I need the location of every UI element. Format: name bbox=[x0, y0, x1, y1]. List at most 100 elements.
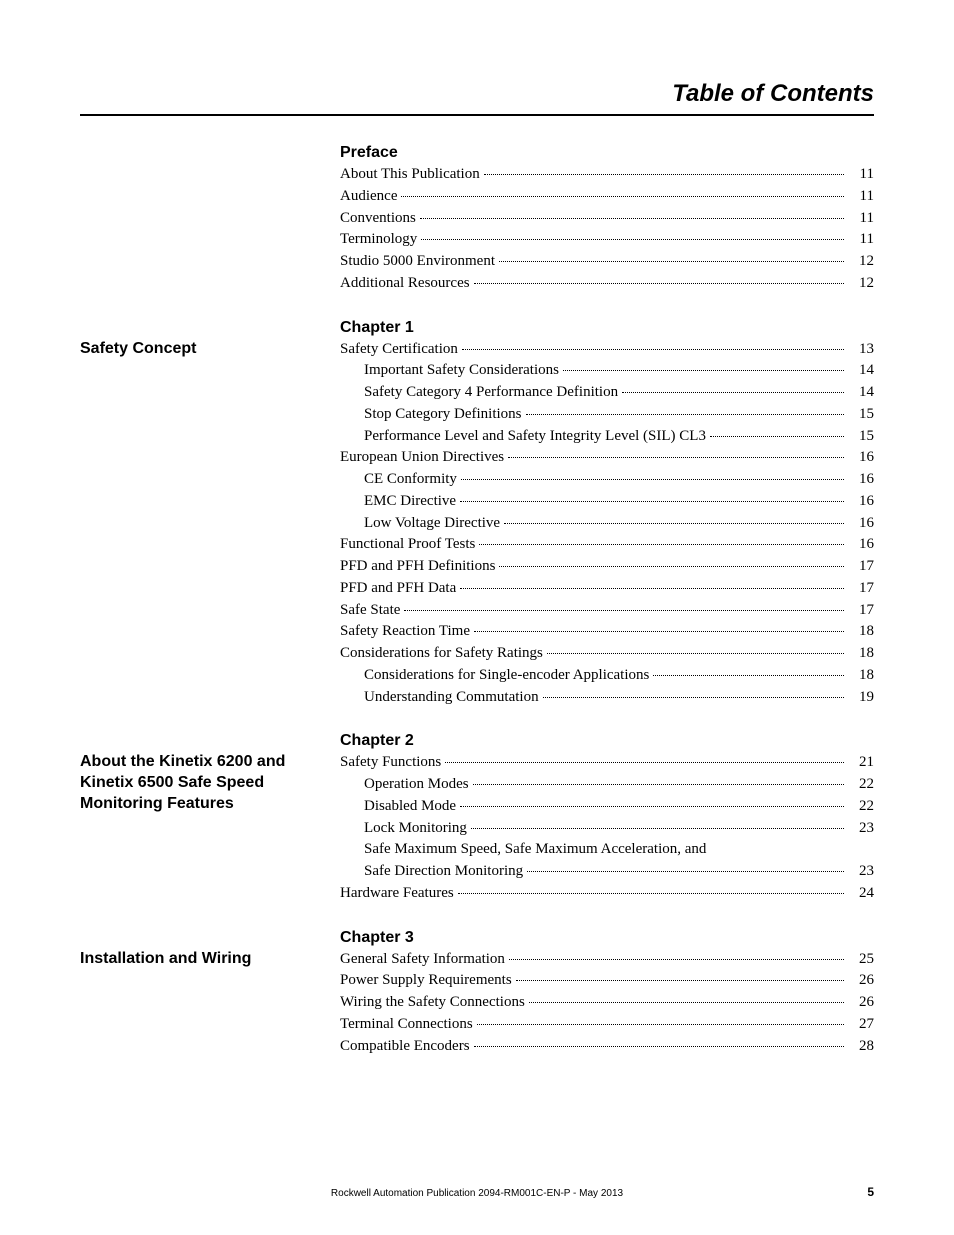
toc-entry-label: PFD and PFH Data bbox=[340, 578, 456, 600]
toc-entry: EMC Directive16 bbox=[340, 491, 874, 513]
toc-dots bbox=[622, 392, 844, 393]
toc-dots bbox=[445, 762, 844, 763]
section-main-column: Chapter 3 General Safety Information 25Pow… bbox=[340, 929, 874, 1058]
toc-entry: Safety Category 4 Performance Definition… bbox=[340, 382, 874, 404]
toc-entry: Considerations for Safety Ratings18 bbox=[340, 643, 874, 665]
toc-dots bbox=[420, 218, 844, 219]
toc-dots bbox=[460, 806, 844, 807]
toc-entry-page: 11 bbox=[848, 164, 874, 186]
toc-entry-page: 12 bbox=[848, 251, 874, 273]
title-area: Table of Contents bbox=[80, 80, 874, 116]
toc-entry-page: 28 bbox=[848, 1036, 874, 1058]
toc-entry-label: Conventions bbox=[340, 208, 416, 230]
toc-entry-label: About This Publication bbox=[340, 164, 480, 186]
footer: Rockwell Automation Publication 2094-RM0… bbox=[0, 1188, 954, 1199]
section-heading: Chapter 1 bbox=[340, 319, 874, 337]
toc-entry-label: Disabled Mode bbox=[364, 796, 456, 818]
toc-entry-page: 22 bbox=[848, 774, 874, 796]
toc-entry: PFD and PFH Definitions17 bbox=[340, 556, 874, 578]
toc-entry: Safe Maximum Speed, Safe Maximum Acceler… bbox=[340, 839, 874, 861]
toc-dots bbox=[460, 501, 844, 502]
toc-entry-label: EMC Directive bbox=[364, 491, 456, 513]
toc-dots bbox=[509, 959, 844, 960]
toc-entry-page: 16 bbox=[848, 469, 874, 491]
toc-dots bbox=[484, 174, 844, 175]
toc-dots bbox=[473, 784, 844, 785]
toc-entry-page: 11 bbox=[848, 186, 874, 208]
toc-entry-page: 26 bbox=[848, 970, 874, 992]
toc-entry-label: Low Voltage Directive bbox=[364, 513, 500, 535]
toc-entry-page: 27 bbox=[848, 1014, 874, 1036]
toc-entry-page: 14 bbox=[848, 360, 874, 382]
toc-entry-label: Terminal Connections bbox=[340, 1014, 473, 1036]
toc-entry: Lock Monitoring23 bbox=[340, 818, 874, 840]
toc-entry-page: 16 bbox=[848, 534, 874, 556]
toc-entry-page: 18 bbox=[848, 665, 874, 687]
toc-entry-page: 14 bbox=[848, 382, 874, 404]
toc-entry-label: Additional Resources bbox=[340, 273, 470, 295]
toc-dots bbox=[474, 283, 844, 284]
toc-dots bbox=[404, 610, 844, 611]
section-side-column bbox=[80, 144, 340, 295]
toc-entry: CE Conformity16 bbox=[340, 469, 874, 491]
toc-dots bbox=[508, 457, 844, 458]
toc-entry-label: Safe State bbox=[340, 600, 400, 622]
toc-dots bbox=[421, 239, 844, 240]
section-main-column: Chapter 2Safety Functions21Operation Mod… bbox=[340, 732, 874, 904]
toc-entry: Terminal Connections 27 bbox=[340, 1014, 874, 1036]
toc-section: Installation and WiringChapter 3 General … bbox=[80, 929, 874, 1058]
toc-entry: Studio 5000 Environment 12 bbox=[340, 251, 874, 273]
section-side-column: Installation and Wiring bbox=[80, 929, 340, 1058]
toc-entry-label: General Safety Information bbox=[340, 949, 505, 971]
toc-dots bbox=[471, 828, 844, 829]
toc-dots bbox=[543, 697, 844, 698]
toc-entry: Understanding Commutation19 bbox=[340, 687, 874, 709]
toc-entry: European Union Directives16 bbox=[340, 447, 874, 469]
section-side-heading: Safety Concept bbox=[80, 319, 320, 360]
toc-entry-label: Wiring the Safety Connections bbox=[340, 992, 525, 1014]
page-container: Table of Contents PrefaceAbout This Publ… bbox=[0, 0, 954, 1235]
toc-entry-page: 25 bbox=[848, 949, 874, 971]
toc-entry: Additional Resources 12 bbox=[340, 273, 874, 295]
toc-entry: About This Publication 11 bbox=[340, 164, 874, 186]
toc-entry-label: European Union Directives bbox=[340, 447, 504, 469]
toc-dots bbox=[462, 349, 844, 350]
toc-dots bbox=[499, 261, 844, 262]
toc-entry: Safety Functions 21 bbox=[340, 752, 874, 774]
toc-entry: PFD and PFH Data17 bbox=[340, 578, 874, 600]
toc-entry: Safety Certification13 bbox=[340, 339, 874, 361]
toc-entry-label: Safety Certification bbox=[340, 339, 458, 361]
section-side-column: About the Kinetix 6200 and Kinetix 6500 … bbox=[80, 732, 340, 904]
toc-entry-page: 12 bbox=[848, 273, 874, 295]
toc-dots bbox=[477, 1024, 844, 1025]
toc-dots bbox=[653, 675, 844, 676]
toc-entry-label: Studio 5000 Environment bbox=[340, 251, 495, 273]
toc-entry: Hardware Features24 bbox=[340, 883, 874, 905]
toc-entry-page: 11 bbox=[848, 208, 874, 230]
toc-entry-page: 18 bbox=[848, 643, 874, 665]
toc-dots bbox=[461, 479, 844, 480]
footer-page-number: 5 bbox=[867, 1185, 874, 1199]
section-heading: Chapter 3 bbox=[340, 929, 874, 947]
toc-dots bbox=[474, 1046, 844, 1047]
toc-entry: Wiring the Safety Connections26 bbox=[340, 992, 874, 1014]
toc-entry: Low Voltage Directive 16 bbox=[340, 513, 874, 535]
toc-entry: Safety Reaction Time18 bbox=[340, 621, 874, 643]
toc-dots bbox=[529, 1002, 844, 1003]
toc-dots bbox=[563, 370, 844, 371]
toc-entry: Conventions 11 bbox=[340, 208, 874, 230]
toc-entry-page: 16 bbox=[848, 513, 874, 535]
toc-dots bbox=[710, 436, 844, 437]
toc-entry-label: Performance Level and Safety Integrity L… bbox=[364, 426, 706, 448]
toc-dots bbox=[527, 871, 844, 872]
toc-dots bbox=[499, 566, 844, 567]
toc-entry: Considerations for Single-encoder Applic… bbox=[340, 665, 874, 687]
toc-section: Safety Concept Chapter 1 Safety Certificat… bbox=[80, 319, 874, 709]
toc-dots bbox=[474, 631, 844, 632]
toc-entry-page: 21 bbox=[848, 752, 874, 774]
toc-entry-page: 17 bbox=[848, 556, 874, 578]
toc-entry: Terminology11 bbox=[340, 229, 874, 251]
toc-entry: Operation Modes22 bbox=[340, 774, 874, 796]
toc-entry-label: Safety Functions bbox=[340, 752, 441, 774]
toc-entry: Power Supply Requirements26 bbox=[340, 970, 874, 992]
